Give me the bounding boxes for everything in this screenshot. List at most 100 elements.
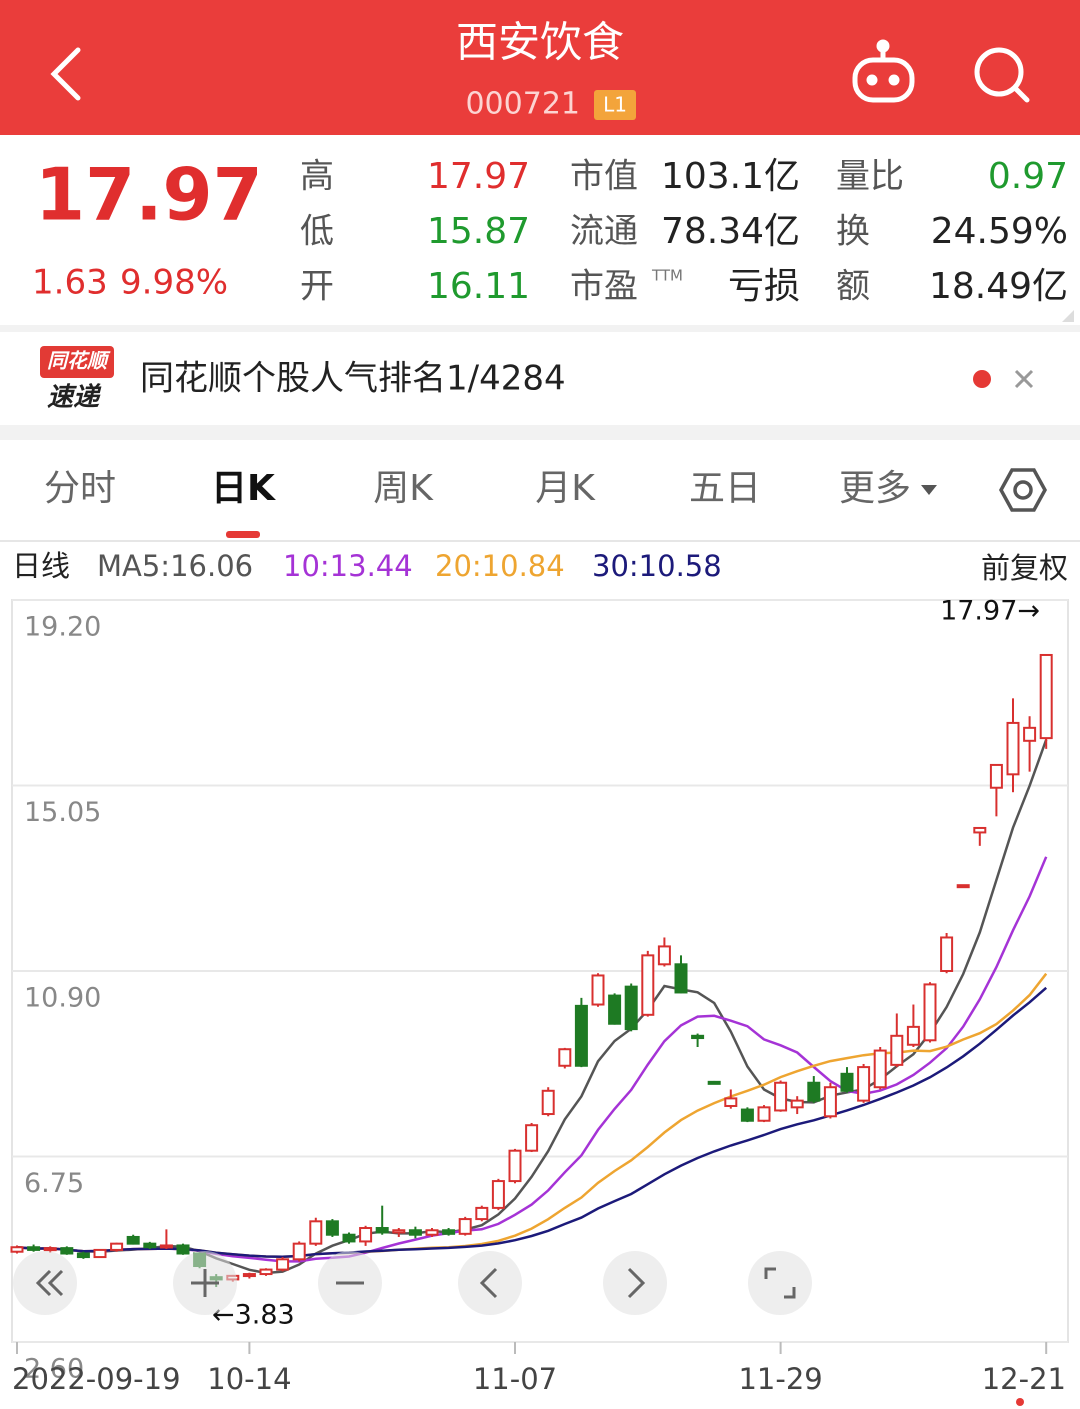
candle-body <box>242 1273 256 1278</box>
candle-body <box>392 1229 406 1234</box>
stock-code: 000721 <box>465 87 580 122</box>
ma-line <box>16 986 1048 1258</box>
adjust-label[interactable]: 前复权 <box>981 551 1068 585</box>
candle-body <box>491 1180 505 1209</box>
x-tick-label: 2022-09-19 <box>12 1362 181 1396</box>
tab[interactable]: 日K <box>211 468 276 509</box>
stat-label: 低 <box>300 212 334 252</box>
tab[interactable]: 五日 <box>689 468 761 509</box>
header-bar <box>0 0 1080 135</box>
settings-center <box>1013 480 1033 500</box>
candle-body <box>923 983 937 1042</box>
ma-legend-label: 10: <box>283 549 330 583</box>
ma-legend-value: 16.06 <box>170 549 253 583</box>
candle-body <box>292 1242 306 1261</box>
candle-body <box>657 945 671 966</box>
ma-legend: 10:13.44 <box>283 549 413 583</box>
ma-legend-label: 30: <box>592 549 639 583</box>
level-badge-text: L1 <box>603 93 627 117</box>
candle-body <box>757 1106 771 1122</box>
ma-legend-value: 13.44 <box>330 549 413 583</box>
y-tick-label: 2.60 <box>24 1354 84 1385</box>
y-tick-label: 15.05 <box>24 797 101 828</box>
stat-label: 开 <box>300 267 334 307</box>
divider <box>0 425 1080 440</box>
stat-value: 18.49亿 <box>929 266 1068 307</box>
x-tick-label: 11-29 <box>738 1362 822 1396</box>
logo-top-bg <box>40 346 114 378</box>
search-handle <box>1012 85 1030 103</box>
candle-body <box>740 1108 754 1122</box>
robot-antenna-tip <box>876 39 890 53</box>
tab[interactable]: 月K <box>535 468 596 509</box>
stat-label: 换 <box>836 212 870 252</box>
candle-body <box>508 1149 522 1183</box>
tab[interactable]: 周K <box>373 468 434 509</box>
x-tick-label: 10-14 <box>207 1362 291 1396</box>
search-lens <box>974 47 1024 97</box>
x-tick-label: 12-21 <box>982 1362 1066 1396</box>
settings-icon[interactable] <box>999 468 1047 512</box>
stat-label: 市盈 <box>570 267 638 307</box>
stock-name: 西安饮食 <box>456 18 624 67</box>
robot-icon[interactable] <box>852 39 915 103</box>
stat-label: 市值 <box>570 157 638 197</box>
tab[interactable]: 分时 <box>44 468 116 509</box>
candle-body <box>375 1227 389 1234</box>
stat-label: 额 <box>836 267 870 307</box>
back-button[interactable] <box>50 47 81 101</box>
candle-body <box>1023 726 1037 742</box>
fullscreen-icon <box>764 1267 796 1299</box>
banner-text[interactable]: 同花顺个股人气排名1/4284 <box>140 359 566 399</box>
candle-body <box>27 1246 41 1251</box>
tab[interactable]: 更多 <box>839 468 911 509</box>
notice-dot <box>973 370 991 388</box>
candle-body <box>342 1233 356 1243</box>
candle-body <box>674 963 688 994</box>
stat-label: 高 <box>300 157 334 197</box>
ma-legend: 30:10.58 <box>592 549 722 583</box>
robot-eye <box>866 74 878 86</box>
candle-body <box>840 1072 854 1092</box>
y-tick-label: 19.20 <box>24 612 101 643</box>
candle-body <box>458 1218 472 1235</box>
control-button[interactable] <box>458 1251 522 1315</box>
candle-body <box>989 763 1003 789</box>
close-banner[interactable] <box>1014 369 1034 389</box>
candle-body <box>276 1258 290 1271</box>
candle-body <box>973 826 987 834</box>
ma-line <box>16 739 1048 1275</box>
stat-superscript: TTM <box>651 267 683 285</box>
divider <box>0 325 1080 332</box>
banner-logo <box>40 346 114 378</box>
candle-body <box>408 1229 422 1236</box>
candle-body <box>823 1086 837 1118</box>
candle-body <box>724 1097 738 1107</box>
candle-body <box>442 1229 456 1235</box>
chart-controls <box>13 1251 812 1315</box>
tab-underline <box>226 531 260 538</box>
control-button[interactable] <box>603 1251 667 1315</box>
candle-body <box>541 1089 555 1116</box>
search-icon[interactable] <box>974 47 1030 103</box>
ma-legend: 20:10.84 <box>435 549 565 583</box>
stat-value: 78.34亿 <box>661 211 800 252</box>
dropdown-arrow <box>921 485 937 495</box>
candle-body <box>325 1220 339 1236</box>
candle-body <box>425 1229 439 1236</box>
candle-body <box>691 1034 705 1040</box>
candle-body <box>558 1048 572 1067</box>
fast-back-icon <box>35 1269 64 1297</box>
control-button[interactable] <box>748 1251 812 1315</box>
candle-body <box>359 1227 373 1243</box>
stat-label: 量比 <box>836 157 904 197</box>
candle-body <box>890 1034 904 1066</box>
candle-body <box>93 1248 107 1259</box>
ma-legend-label: MA5: <box>97 549 170 583</box>
candle-body <box>857 1066 871 1102</box>
ma-legend: MA5:16.06 <box>97 549 253 583</box>
candle-body <box>143 1242 157 1249</box>
control-button[interactable] <box>13 1251 77 1315</box>
candle-body <box>906 1025 920 1046</box>
